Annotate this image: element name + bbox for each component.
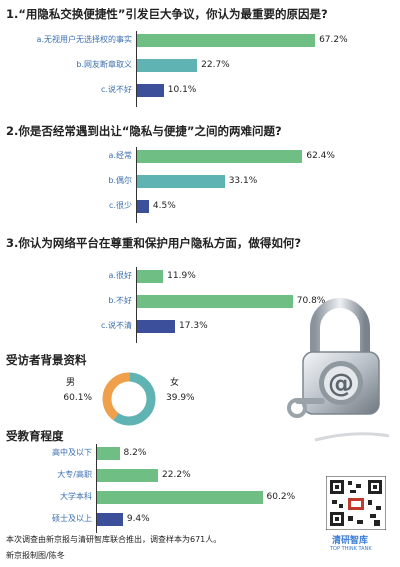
education-title: 受教育程度	[6, 429, 64, 443]
category-label: b.网友断章取义	[76, 60, 132, 69]
background-title: 受访者背景资料	[6, 353, 87, 367]
donut-slice	[102, 372, 156, 426]
axis-line	[136, 31, 137, 107]
bar	[137, 59, 198, 72]
logo-text: 清研智库	[332, 536, 369, 546]
bar	[137, 200, 149, 213]
bar	[97, 513, 123, 526]
bar	[97, 491, 263, 504]
bar	[137, 320, 176, 333]
category-label: 大专/高职	[57, 470, 92, 479]
category-label: 大学本科	[60, 492, 92, 501]
footer-note: 本次调查由新京报与清研智库联合推出，调查样本为671人。	[6, 535, 222, 544]
category-label: a.经常	[108, 151, 132, 160]
padlock-illustration: @	[287, 298, 390, 442]
category-label: c.说不好	[101, 85, 132, 94]
bar	[137, 295, 293, 308]
value-label: 62.4%	[306, 151, 335, 161]
category-label: b.不好	[108, 296, 132, 305]
q3-title: 3.你认为网络平台在尊重和保护用户隐私方面，做得如何?	[6, 236, 302, 250]
value-label: 11.9%	[167, 271, 196, 281]
axis-line	[96, 444, 97, 533]
value-label: 22.7%	[201, 60, 230, 70]
female-label: 女	[170, 378, 180, 388]
male-label: 男	[66, 378, 76, 388]
category-label: 硕士及以上	[52, 514, 92, 523]
category-label: a.很好	[108, 271, 132, 280]
qr-code	[326, 476, 386, 530]
bar	[137, 270, 164, 283]
category-label: a.无视用户无选择权的事实	[36, 35, 132, 44]
axis-line	[136, 147, 137, 223]
bar	[137, 84, 164, 97]
logo-subtext: TOP THINK TANK	[330, 546, 372, 552]
category-label: c.很少	[109, 201, 132, 210]
donut-slice	[102, 372, 156, 426]
value-label: 67.2%	[319, 35, 348, 45]
male-pct: 60.1%	[63, 393, 92, 403]
value-label: 17.3%	[179, 321, 208, 331]
value-label: 60.2%	[266, 492, 296, 502]
svg-text:@: @	[328, 369, 354, 399]
q1-title: 1.“用隐私交换便捷性”引发巨大争议，你认为最重要的原因是?	[6, 7, 328, 21]
bar	[137, 34, 316, 47]
bar	[97, 447, 120, 460]
footer-credit: 新京报制图/陈冬	[6, 551, 65, 560]
bar	[137, 150, 303, 163]
value-label: 33.1%	[228, 176, 258, 186]
q2-title: 2.你是否经常遇到出让“隐私与便捷”之间的两难问题?	[6, 124, 282, 138]
value-label: 10.1%	[167, 85, 197, 95]
bar	[97, 469, 159, 482]
bar	[137, 175, 225, 188]
gender-donut	[100, 370, 158, 428]
value-label: 4.5%	[152, 201, 176, 211]
value-label: 22.2%	[162, 470, 191, 480]
value-label: 8.2%	[123, 448, 147, 458]
category-label: b.偶尔	[108, 176, 132, 185]
category-label: 高中及以下	[52, 448, 92, 457]
value-label: 70.8%	[296, 296, 326, 306]
axis-line	[136, 267, 137, 343]
value-label: 9.4%	[126, 514, 150, 524]
female-pct: 39.9%	[166, 393, 195, 403]
category-label: c.说不清	[101, 321, 132, 330]
